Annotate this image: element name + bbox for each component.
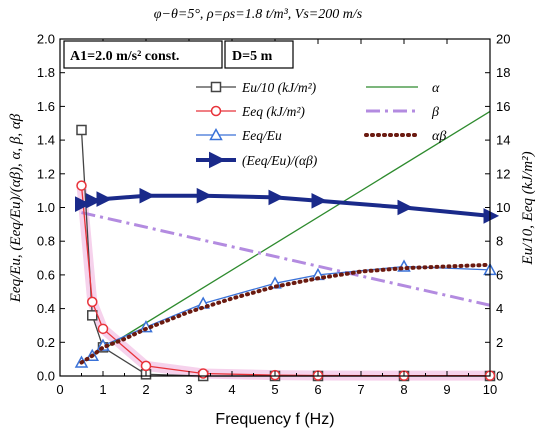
- y-right-tick-label: 14: [496, 133, 510, 148]
- series-Eeq/Eu: [74, 259, 497, 368]
- data-point: [197, 368, 209, 379]
- y-right-tick-label: 2: [496, 335, 503, 350]
- legend-left-item: Eeq (kJ/m²): [196, 104, 305, 119]
- legend-left-item: (Eeq/Eu)/(αβ): [196, 151, 318, 169]
- y-right-axis-label: Eu/10, Eeq (kJ/m²): [520, 151, 536, 265]
- y-right-tick-label: 0: [496, 369, 503, 384]
- legend-label: αβ: [432, 129, 446, 144]
- x-tick-label: 6: [314, 382, 321, 397]
- series-line: [79, 262, 492, 365]
- y-left-tick-label: 0.0: [37, 369, 55, 384]
- y-left-axis-label: Eeq/Eu, (Eeq/Eu)/(αβ), α, β, αβ: [8, 113, 24, 303]
- x-tick-label: 8: [400, 382, 407, 397]
- legend-layer: Eu/10 (kJ/m²) Eeq (kJ/m²) Eeq/Eu (Eeq/Eu)/(…: [196, 80, 446, 169]
- legend-label: α: [432, 81, 440, 96]
- legend-label: (Eeq/Eu)/(αβ): [242, 153, 318, 168]
- data-point: [87, 296, 98, 308]
- y-right-tick-label: 18: [496, 65, 510, 80]
- x-tick-label: 9: [443, 382, 450, 397]
- x-tick-label: 5: [271, 382, 278, 397]
- a1-label: A1=2.0 m/s² const.: [70, 49, 179, 64]
- y-right-tick-label: 16: [496, 99, 510, 114]
- y-left-tick-label: 2.0: [37, 32, 55, 47]
- data-point: [268, 189, 285, 206]
- y-right-tick-label: 8: [496, 234, 503, 249]
- y-right-tick-label: 20: [496, 32, 510, 47]
- legend-right-item: α: [366, 81, 440, 96]
- y-right-tick-label: 10: [496, 200, 510, 215]
- data-point: [483, 208, 500, 224]
- series-line: [81, 110, 491, 364]
- legend-right-item: β: [366, 105, 439, 120]
- data-point: [139, 187, 156, 204]
- legend-label: Eu/10 (kJ/m²): [241, 80, 317, 95]
- data-point: [97, 323, 109, 335]
- y-right-tick-label: 12: [496, 166, 510, 181]
- d-box: D=5 m: [224, 40, 294, 69]
- data-point: [96, 191, 113, 207]
- legend-left-item: Eu/10 (kJ/m²): [196, 80, 317, 95]
- series-line: [81, 265, 491, 364]
- y-left-tick-label: 1.2: [37, 166, 55, 181]
- series-layer: [74, 110, 500, 382]
- data-point: [397, 199, 414, 216]
- series-αβ: [79, 262, 492, 365]
- series-(Eeq/Eu)/(αβ): [75, 187, 500, 224]
- x-axis-label: Frequency f (Hz): [215, 411, 334, 428]
- x-tick-label: 7: [357, 382, 364, 397]
- legend-marker: [209, 127, 223, 141]
- x-tick-label: 0: [56, 382, 63, 397]
- legend-marker: [210, 105, 222, 117]
- legend-label: Eeq (kJ/m²): [241, 104, 305, 119]
- x-tick-label: 10: [483, 382, 497, 397]
- d-label: D=5 m: [232, 49, 273, 64]
- data-point: [140, 360, 152, 372]
- data-point: [75, 196, 91, 212]
- y-left-tick-label: 0.8: [37, 234, 55, 249]
- y-left-tick-label: 0.4: [37, 301, 55, 316]
- legend-marker: [210, 81, 222, 93]
- legend-left-item: Eeq/Eu: [196, 127, 282, 143]
- data-point: [196, 187, 213, 204]
- data-point: [311, 192, 328, 209]
- legend-marker: [209, 151, 226, 169]
- legend-label: Eeq/Eu: [241, 128, 282, 143]
- y-left-tick-label: 1.4: [37, 133, 55, 148]
- y-left-tick-label: 1.0: [37, 200, 55, 215]
- x-tick-label: 4: [228, 382, 235, 397]
- data-point: [87, 310, 98, 321]
- data-point: [76, 180, 87, 191]
- data-point: [76, 124, 87, 136]
- y-left-tick-label: 1.6: [37, 99, 55, 114]
- y-left-tick-label: 1.8: [37, 65, 55, 80]
- series-β: [81, 211, 491, 307]
- ticks-layer: 0 1 2 3 4 5 6 7 8 9 100.00.20.40.60.81.01.21.41.61…: [37, 32, 511, 398]
- legend-right-item: αβ: [364, 129, 446, 144]
- x-tick-label: 1: [99, 382, 106, 397]
- y-left-tick-label: 0.2: [37, 335, 55, 350]
- data-point: [85, 192, 102, 209]
- y-right-tick-label: 4: [496, 301, 503, 316]
- x-tick-label: 2: [142, 382, 149, 397]
- legend-label: β: [431, 105, 439, 120]
- series-α: [81, 110, 491, 364]
- a1-box: A1=2.0 m/s² const.: [63, 40, 223, 69]
- y-left-tick-label: 0.6: [37, 267, 55, 282]
- chart-title: φ−θ=5°, ρ=ρs=1.8 t/m³, Vs=200 m/s: [154, 7, 363, 22]
- y-right-tick-label: 6: [496, 267, 503, 282]
- x-tick-label: 3: [185, 382, 192, 397]
- series-line: [81, 211, 491, 307]
